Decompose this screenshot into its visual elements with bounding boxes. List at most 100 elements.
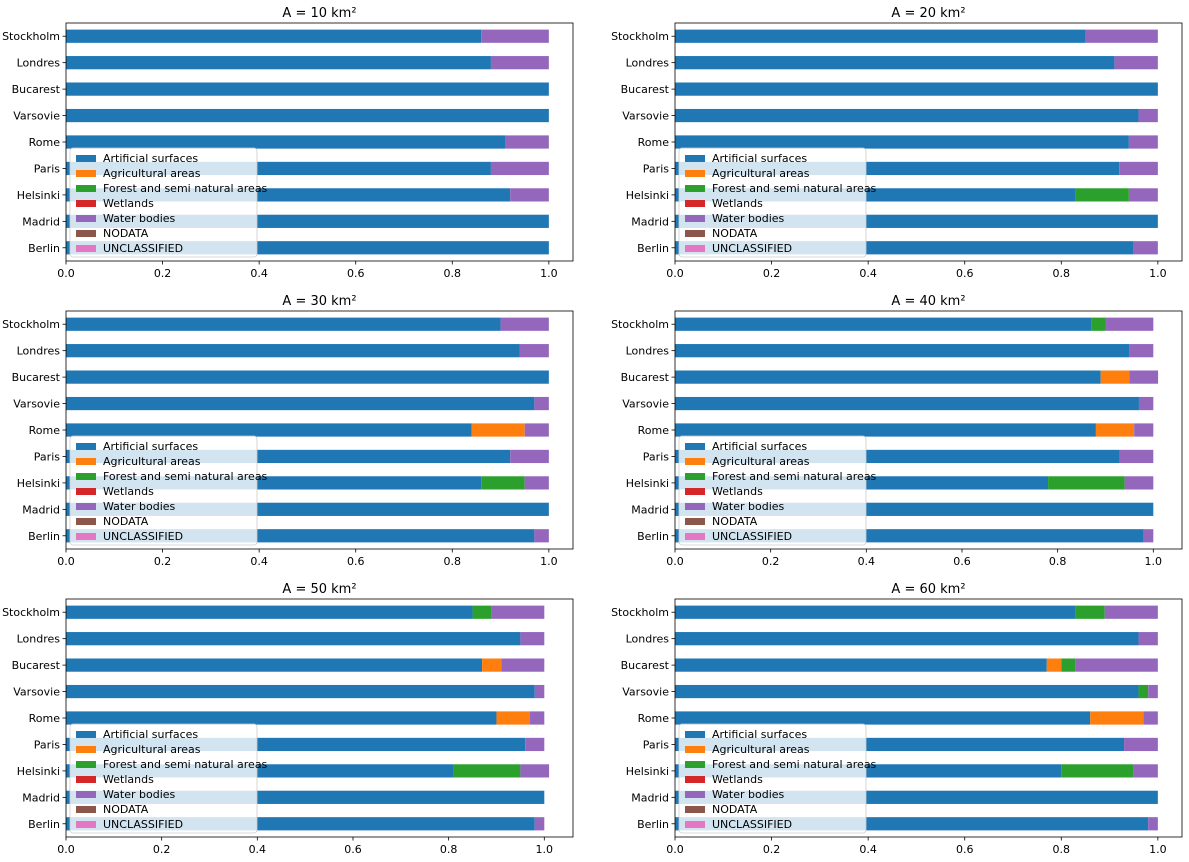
x-tick-label: 0.0: [57, 555, 75, 568]
legend: Artificial surfaces Agricultural areas For…: [678, 723, 877, 834]
axes-frame: [65, 22, 574, 262]
legend-label: NODATA: [712, 803, 758, 816]
x-tick-label: 0.4: [859, 843, 877, 856]
y-tick-label: Bucarest: [621, 659, 670, 672]
legend: Artificial surfaces Agricultural areas For…: [69, 723, 268, 834]
legend-swatch-artificial-surfaces: [76, 443, 96, 450]
legend-swatch-wetlands: [685, 776, 705, 783]
legend-swatch-forest-and-semi-natural-areas: [76, 473, 96, 480]
legend-swatch-unclassified: [76, 821, 96, 828]
bar-helsinki-forest-and-semi-natural-areas: [1048, 476, 1125, 490]
legend-swatch-nodata: [76, 230, 96, 237]
y-tick-label: Bucarest: [12, 83, 61, 96]
bar-londres-artificial-surfaces: [66, 344, 520, 358]
legend-swatch-water-bodies: [685, 215, 705, 222]
bar-bucarest-agricultural-areas: [1100, 370, 1130, 384]
legend-swatch-forest-and-semi-natural-areas: [685, 185, 705, 192]
legend-box: [678, 723, 867, 834]
y-tick-label: Bucarest: [12, 659, 61, 672]
x-tick-label: 0.0: [57, 843, 75, 856]
legend-swatch-water-bodies: [76, 215, 96, 222]
bar-paris-water-bodies: [1119, 449, 1154, 464]
legend-label: UNCLASSIFIED: [103, 242, 183, 255]
y-tick-label: Varsovie: [622, 110, 669, 123]
y-tick-label: Stockholm: [611, 606, 669, 619]
legend-label: Artificial surfaces: [712, 440, 807, 453]
y-tick-label: Madrid: [22, 215, 60, 228]
x-tick-label: 0.4: [250, 555, 268, 568]
bar-rome-agricultural-areas: [471, 423, 525, 437]
y-tick-label: Berlin: [28, 242, 60, 255]
bar-rome-water-bodies: [1143, 711, 1158, 725]
legend-box: [678, 147, 867, 258]
bar-rome-water-bodies: [1134, 423, 1154, 437]
x-tick-label: 1.0: [1145, 555, 1163, 568]
bar-bucarest-artificial-surfaces: [675, 82, 1158, 96]
chart-title: A = 10 km²: [282, 6, 356, 21]
y-tick-label: Madrid: [631, 215, 669, 228]
bar-berlin-water-bodies: [1148, 817, 1158, 831]
bar-varsovie-water-bodies: [534, 396, 549, 411]
y-tick-label: Londres: [626, 57, 670, 70]
bar-stockholm-water-bodies: [491, 605, 545, 619]
bar-varsovie-artificial-surfaces: [66, 684, 535, 699]
x-tick-label: 0.4: [249, 843, 267, 856]
y-tick-label: Stockholm: [611, 318, 669, 331]
bar-berlin-water-bodies: [534, 817, 545, 831]
y-tick-label: Stockholm: [611, 30, 669, 43]
x-tick-label: 1.0: [1149, 843, 1167, 856]
bar-bucarest-water-bodies: [501, 658, 545, 672]
bar-varsovie-artificial-surfaces: [66, 108, 549, 123]
bar-rome-artificial-surfaces: [675, 423, 1096, 437]
bar-londres-artificial-surfaces: [675, 344, 1130, 358]
bar-rome-water-bodies: [1128, 135, 1158, 149]
bar-londres-artificial-surfaces: [66, 56, 491, 70]
legend-label: Agricultural areas: [103, 167, 201, 180]
legend-swatch-nodata: [76, 518, 96, 525]
bar-bucarest-forest-and-semi-natural-areas: [1061, 658, 1076, 672]
bar-londres-water-bodies: [520, 632, 545, 646]
y-tick-label: Madrid: [631, 503, 669, 516]
bar-stockholm-artificial-surfaces: [675, 605, 1076, 619]
subplot-5: A = 50 km² Berlin Madrid Helsinki Paris Rome V…: [2, 582, 574, 856]
legend-label: UNCLASSIFIED: [712, 530, 792, 543]
x-tick-label: 0.2: [762, 555, 780, 568]
legend-swatch-agricultural-areas: [685, 458, 705, 465]
bar-helsinki-water-bodies: [1124, 476, 1154, 490]
y-tick-label: Helsinki: [17, 765, 60, 778]
legend-label: NODATA: [103, 515, 149, 528]
y-tick-label: Madrid: [631, 791, 669, 804]
bar-bucarest-artificial-surfaces: [66, 370, 549, 384]
legend-label: Forest and semi natural areas: [712, 758, 877, 771]
x-tick-label: 1.0: [536, 843, 554, 856]
y-tick-label: Stockholm: [2, 606, 60, 619]
bar-berlin-water-bodies: [1133, 241, 1158, 255]
y-tick-label: Berlin: [28, 530, 60, 543]
x-tick-label: 0.0: [666, 843, 684, 856]
subplot-3: A = 30 km² Berlin Madrid Helsinki Paris Rome V…: [2, 294, 574, 568]
chart-title: A = 50 km²: [282, 582, 356, 597]
legend-swatch-unclassified: [685, 533, 705, 540]
legend-swatch-forest-and-semi-natural-areas: [685, 761, 705, 768]
bar-bucarest-artificial-surfaces: [66, 658, 483, 672]
bar-stockholm-forest-and-semi-natural-areas: [472, 605, 492, 619]
chart-title: A = 20 km²: [891, 6, 965, 21]
bar-stockholm-artificial-surfaces: [675, 29, 1086, 43]
y-tick-label: Bucarest: [621, 371, 670, 384]
legend-label: Agricultural areas: [712, 167, 810, 180]
bar-helsinki-water-bodies: [524, 476, 549, 490]
legend-swatch-agricultural-areas: [685, 746, 705, 753]
axes-frame: [674, 598, 1183, 838]
bar-varsovie-water-bodies: [1148, 684, 1158, 699]
legend: Artificial surfaces Agricultural areas For…: [69, 147, 268, 258]
x-tick-label: 0.6: [956, 267, 974, 280]
legend-label: Forest and semi natural areas: [712, 470, 877, 483]
legend-swatch-unclassified: [685, 821, 705, 828]
legend-box: [69, 435, 258, 546]
x-tick-label: 0.2: [154, 267, 172, 280]
bar-bucarest-artificial-surfaces: [675, 370, 1101, 384]
legend-label: Water bodies: [712, 788, 785, 801]
x-tick-label: 1.0: [540, 555, 558, 568]
bar-rome-agricultural-areas: [1095, 423, 1135, 437]
bar-londres-artificial-surfaces: [66, 632, 521, 646]
